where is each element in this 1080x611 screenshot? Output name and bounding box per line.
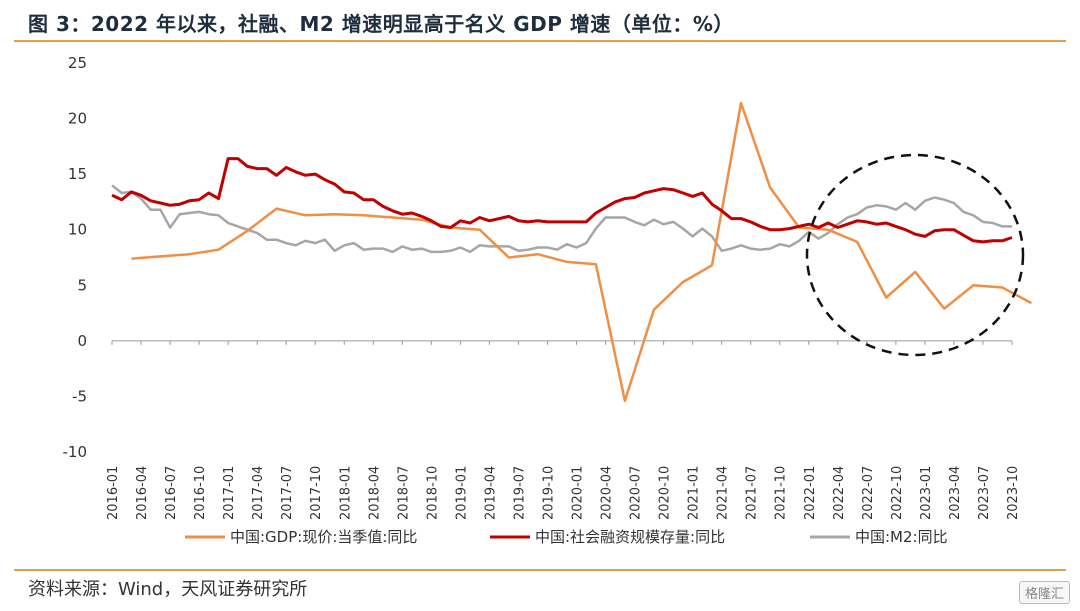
- x-tick-label: 2022-10: [890, 466, 905, 520]
- x-tick-label: 2019-01: [454, 466, 469, 520]
- x-tick-label: 2019-07: [512, 466, 527, 520]
- x-tick-label: 2016-07: [164, 466, 179, 520]
- legend-label-gdp: 中国:GDP:现价:当季值:同比: [230, 528, 417, 546]
- x-tick-label: 2016-01: [106, 466, 121, 520]
- source-note: 资料来源：Wind，天风证券研究所: [28, 579, 308, 600]
- x-tick-label: 2019-10: [541, 466, 556, 520]
- series-line-m2: [111, 184, 1012, 254]
- y-tick-label: -10: [63, 443, 88, 461]
- x-tick-label: 2018-04: [367, 466, 382, 520]
- x-tick-label: 2019-04: [483, 466, 498, 520]
- watermark-logo: 格隆汇: [1018, 581, 1070, 604]
- x-tick-label: 2023-07: [977, 466, 992, 520]
- x-tick-label: 2017-07: [280, 466, 295, 520]
- title-rule: [14, 40, 1066, 42]
- x-tick-label: 2020-07: [629, 466, 644, 520]
- y-tick-label: 15: [68, 165, 87, 183]
- x-tick-label: 2018-07: [396, 466, 411, 520]
- x-tick-label: 2021-07: [745, 466, 760, 520]
- y-tick-label: 0: [77, 332, 87, 350]
- y-tick-label: 10: [68, 221, 87, 239]
- legend-label-tsf: 中国:社会融资规模存量:同比: [535, 528, 725, 546]
- x-tick-label: 2016-10: [193, 466, 208, 520]
- legend: 中国:GDP:现价:当季值:同比 中国:社会融资规模存量:同比 中国:M2:同比: [185, 528, 948, 546]
- footer-rule: [14, 569, 1066, 571]
- x-tick-label: 2017-04: [251, 466, 266, 520]
- x-tick-label: 2023-10: [1006, 466, 1021, 520]
- x-tick-label: 2023-01: [919, 466, 934, 520]
- x-tick-label: 2017-01: [222, 466, 237, 520]
- x-tick-label: 2022-07: [861, 466, 876, 520]
- x-tick-label: 2016-04: [135, 466, 150, 520]
- x-tick-label: 2020-10: [658, 466, 673, 520]
- x-axis: 2016-01 2016-04 2016-07 2016-10 2017-01 2017-…: [106, 340, 1021, 520]
- x-tick-label: 2021-01: [687, 466, 702, 520]
- x-tick-label: 2022-01: [803, 466, 818, 520]
- y-axis: -10 -5 0 5 10 15 20 25: [63, 54, 88, 461]
- y-tick-label: 20: [68, 110, 87, 128]
- chart-title: 图 3：2022 年以来，社融、M2 增速明显高于名义 GDP 增速（单位：%）: [28, 12, 734, 36]
- x-tick-label: 2018-10: [425, 466, 440, 520]
- series-line-gdp: [131, 101, 1032, 403]
- series-layer: [111, 101, 1032, 403]
- y-tick-label: 25: [68, 54, 87, 72]
- x-tick-label: 2018-01: [338, 466, 353, 520]
- y-tick-label: -5: [72, 387, 87, 405]
- x-tick-label: 2020-04: [600, 466, 615, 520]
- highlight-dashed-circle: [805, 153, 1025, 357]
- x-tick-label: 2021-10: [774, 466, 789, 520]
- x-tick-label: 2021-04: [716, 466, 731, 520]
- x-tick-label: 2022-04: [832, 466, 847, 520]
- y-tick-label: 5: [77, 276, 87, 294]
- x-tick-label: 2023-04: [948, 466, 963, 520]
- x-tick-label: 2020-01: [571, 466, 586, 520]
- legend-label-m2: 中国:M2:同比: [855, 528, 948, 546]
- series-line-tsf: [111, 157, 1013, 244]
- x-tick-label: 2017-10: [309, 466, 324, 520]
